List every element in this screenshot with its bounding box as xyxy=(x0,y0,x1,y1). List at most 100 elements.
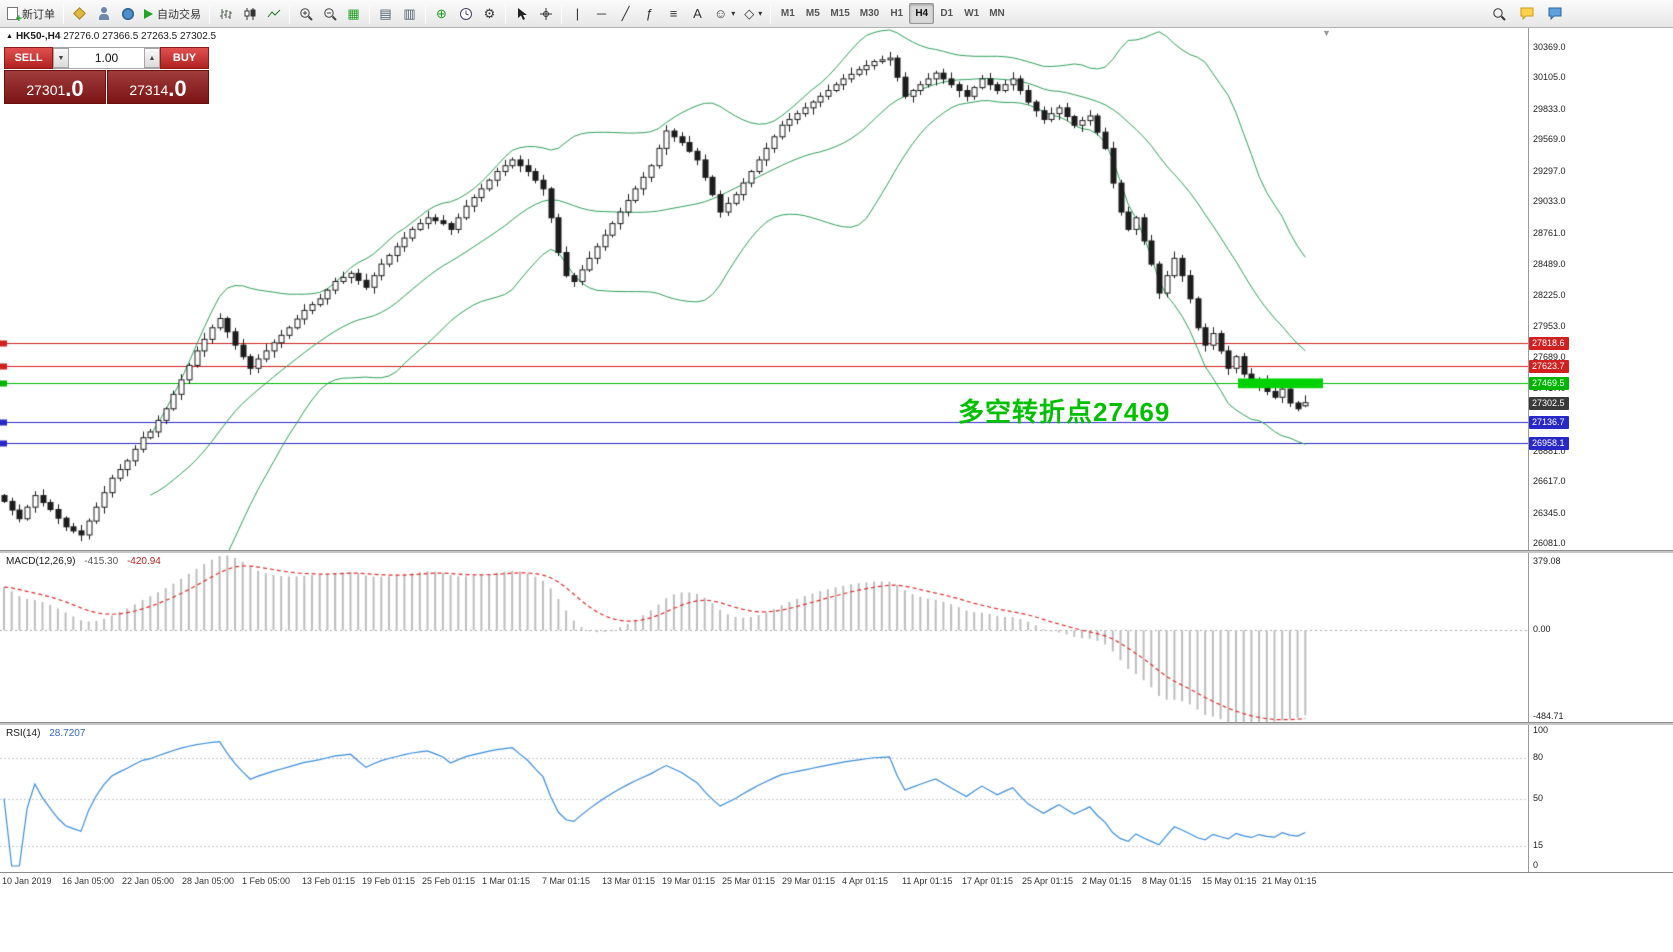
macd-name: MACD(12,26,9) xyxy=(6,556,76,567)
new-order-button[interactable]: 新订单 xyxy=(3,2,59,25)
volume-decrease-button[interactable]: ▼ xyxy=(53,48,69,68)
levels-tool-button[interactable]: ≡ xyxy=(662,2,685,25)
toolbar-right-group xyxy=(1487,2,1566,25)
volume-input[interactable] xyxy=(69,48,144,68)
trendline-tool-button[interactable]: ╱ xyxy=(614,2,637,25)
price-tag: 27136.7 xyxy=(1529,415,1569,429)
axis-scale-label: 29033.0 xyxy=(1533,196,1566,207)
price-tag: 27818.6 xyxy=(1529,336,1569,350)
chart-candles-button[interactable] xyxy=(238,2,261,25)
toolbar-separator xyxy=(369,3,370,24)
macd-value-main: -415.30 xyxy=(84,556,119,567)
axis-scale-label: 379.08 xyxy=(1533,556,1561,567)
arrows-tool-icon: ☺ xyxy=(714,6,728,21)
price-axis[interactable]: 30369.0 30105.0 29833.0 29569.0 29297.0 29033… xyxy=(1529,28,1673,890)
horizontal-line-tool-button[interactable]: ─ xyxy=(590,2,613,25)
toolbar-separator xyxy=(505,3,506,24)
timeframe-button-d1[interactable]: D1 xyxy=(940,8,954,19)
profiles-icon xyxy=(98,7,110,20)
arrange-vertical-button[interactable]: ▥ xyxy=(398,2,421,25)
time-axis-label: 1 Mar 01:15 xyxy=(482,876,531,886)
buy-button[interactable]: BUY xyxy=(160,47,209,69)
axis-scale-label: 29833.0 xyxy=(1533,103,1566,114)
axis-scale-label: 28761.0 xyxy=(1533,227,1566,238)
symbol-info: ▲ HK50-,H4 27276.0 27366.5 27263.5 27302.… xyxy=(6,31,216,42)
arrange-horizontal-button[interactable]: ▤ xyxy=(374,2,397,25)
timeframe-button-w1[interactable]: W1 xyxy=(964,8,980,19)
crosshair-button[interactable] xyxy=(534,2,557,25)
timeframe-button-m1[interactable]: M1 xyxy=(780,8,795,19)
timeframe-button-mn[interactable]: MN xyxy=(989,8,1005,19)
chart-shift-marker-icon[interactable]: ▼ xyxy=(1322,28,1331,38)
chart-annotation[interactable]: 多空转折点27469 xyxy=(958,397,1171,427)
axis-divider xyxy=(1528,28,1529,890)
axis-scale-label: 28225.0 xyxy=(1533,289,1566,300)
price-tag: 27302.5 xyxy=(1529,396,1569,410)
search-button[interactable] xyxy=(1487,2,1510,25)
zoom-out-icon xyxy=(323,7,337,21)
axis-scale-label: 28489.0 xyxy=(1533,259,1566,270)
chart-bars-button[interactable] xyxy=(214,2,237,25)
bar-chart-icon xyxy=(219,8,232,19)
zoom-in-button[interactable] xyxy=(294,2,317,25)
vertical-line-tool-button[interactable]: | xyxy=(566,2,589,25)
sell-button[interactable]: SELL xyxy=(4,47,53,69)
time-axis-label: 4 Apr 01:15 xyxy=(842,876,889,886)
time-axis-label: 16 Jan 05:00 xyxy=(62,876,115,886)
timeframe-button-m5[interactable]: M5 xyxy=(805,8,820,19)
text-tool-button[interactable]: A xyxy=(686,2,709,25)
new-chart-button[interactable] xyxy=(68,2,91,25)
volume-increase-button[interactable]: ▲ xyxy=(144,48,160,68)
time-axis-label: 22 Jan 05:00 xyxy=(122,876,175,886)
timeframe-button-h1[interactable]: H1 xyxy=(890,8,904,19)
axis-scale-label: 27689.0 xyxy=(1533,351,1566,362)
buy-price-panel[interactable]: 27314.0 xyxy=(107,70,209,104)
timeframe-button-m15[interactable]: M15 xyxy=(830,8,850,19)
axis-scale-label: 26081.0 xyxy=(1533,538,1566,549)
main-chart-canvas[interactable] xyxy=(0,28,1528,550)
toolbar-separator xyxy=(289,3,290,24)
cursor-button[interactable] xyxy=(510,2,533,25)
rsi-panel-canvas[interactable] xyxy=(0,725,1528,872)
toolbar-separator xyxy=(770,3,772,24)
macd-panel-canvas[interactable] xyxy=(0,553,1528,722)
timeframe-button-h4[interactable]: H4 xyxy=(909,3,935,24)
horizontal-line-icon: ─ xyxy=(596,6,607,21)
time-axis-label: 28 Jan 05:00 xyxy=(182,876,235,886)
community-button[interactable] xyxy=(1543,2,1566,25)
zoom-out-button[interactable] xyxy=(318,2,341,25)
time-axis-label: 10 Jan 2019 xyxy=(2,876,52,886)
templates-button[interactable]: ⚙ xyxy=(478,2,501,25)
panel-splitter[interactable] xyxy=(0,550,1673,553)
periods-button[interactable] xyxy=(454,2,477,25)
time-axis-label: 15 May 01:15 xyxy=(1202,876,1257,886)
profiles-button[interactable] xyxy=(92,2,115,25)
shapes-tool-button[interactable]: ◇ ▾ xyxy=(740,2,766,25)
toolbar-separator xyxy=(425,3,426,24)
levels-icon: ≡ xyxy=(669,6,678,21)
time-axis[interactable]: 10 Jan 2019 16 Jan 05:00 22 Jan 05:00 28 Ja… xyxy=(0,872,1673,890)
time-axis-label: 1 Feb 05:00 xyxy=(242,876,291,886)
indicators-button[interactable]: ⊕ xyxy=(430,2,453,25)
time-axis-label: 19 Feb 01:15 xyxy=(362,876,416,886)
chat-button[interactable] xyxy=(1515,2,1538,25)
arrange-vertical-icon: ▥ xyxy=(403,6,416,21)
new-order-icon xyxy=(7,7,22,25)
timeframe-button-m30[interactable]: M30 xyxy=(859,8,880,19)
time-axis-label: 7 Mar 01:15 xyxy=(542,876,591,886)
chart-line-button[interactable] xyxy=(262,2,285,25)
axis-scale-label: 15 xyxy=(1533,839,1544,850)
one-click-collapse-icon[interactable]: ▲ xyxy=(6,33,13,40)
sell-price: 27301 xyxy=(26,82,66,98)
tile-windows-button[interactable]: ▦ xyxy=(342,2,365,25)
fibonacci-tool-button[interactable]: ƒ xyxy=(638,2,661,25)
panel-splitter[interactable] xyxy=(0,722,1673,725)
crosshair-icon xyxy=(539,7,552,20)
arrows-tool-button[interactable]: ☺ ▾ xyxy=(710,2,739,25)
chevron-down-icon: ▾ xyxy=(758,9,763,18)
sell-price-panel[interactable]: 27301.0 xyxy=(4,70,106,104)
axis-scale-label: 0.00 xyxy=(1533,624,1551,635)
autotrading-button[interactable]: 自动交易 xyxy=(140,2,205,25)
market-watch-button[interactable] xyxy=(116,2,139,25)
